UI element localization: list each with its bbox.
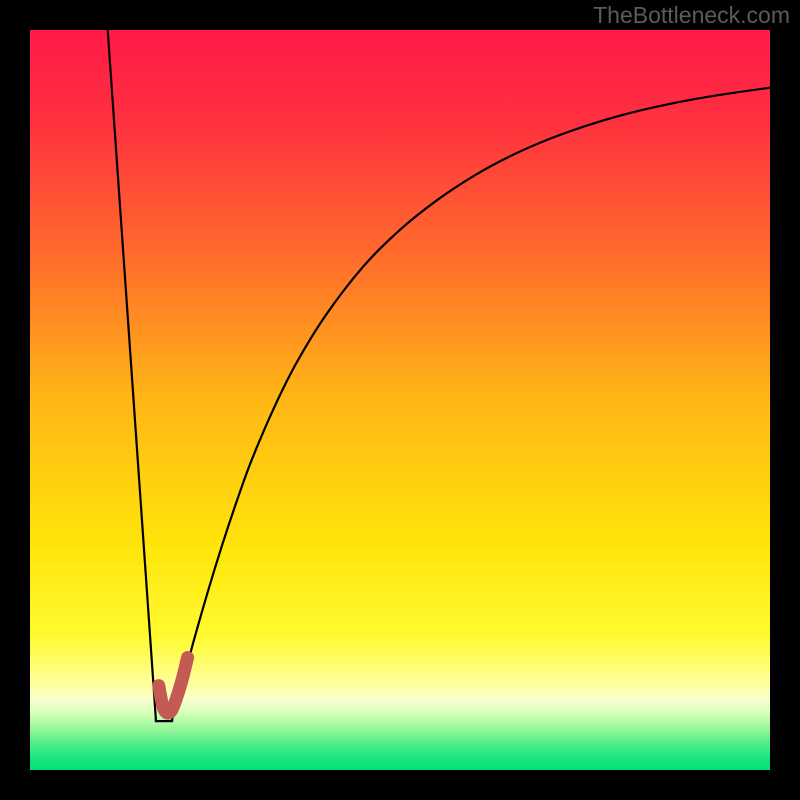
gradient-plot-area — [30, 30, 770, 770]
chart-stage: TheBottleneck.com — [0, 0, 800, 800]
plot-svg — [0, 0, 800, 800]
